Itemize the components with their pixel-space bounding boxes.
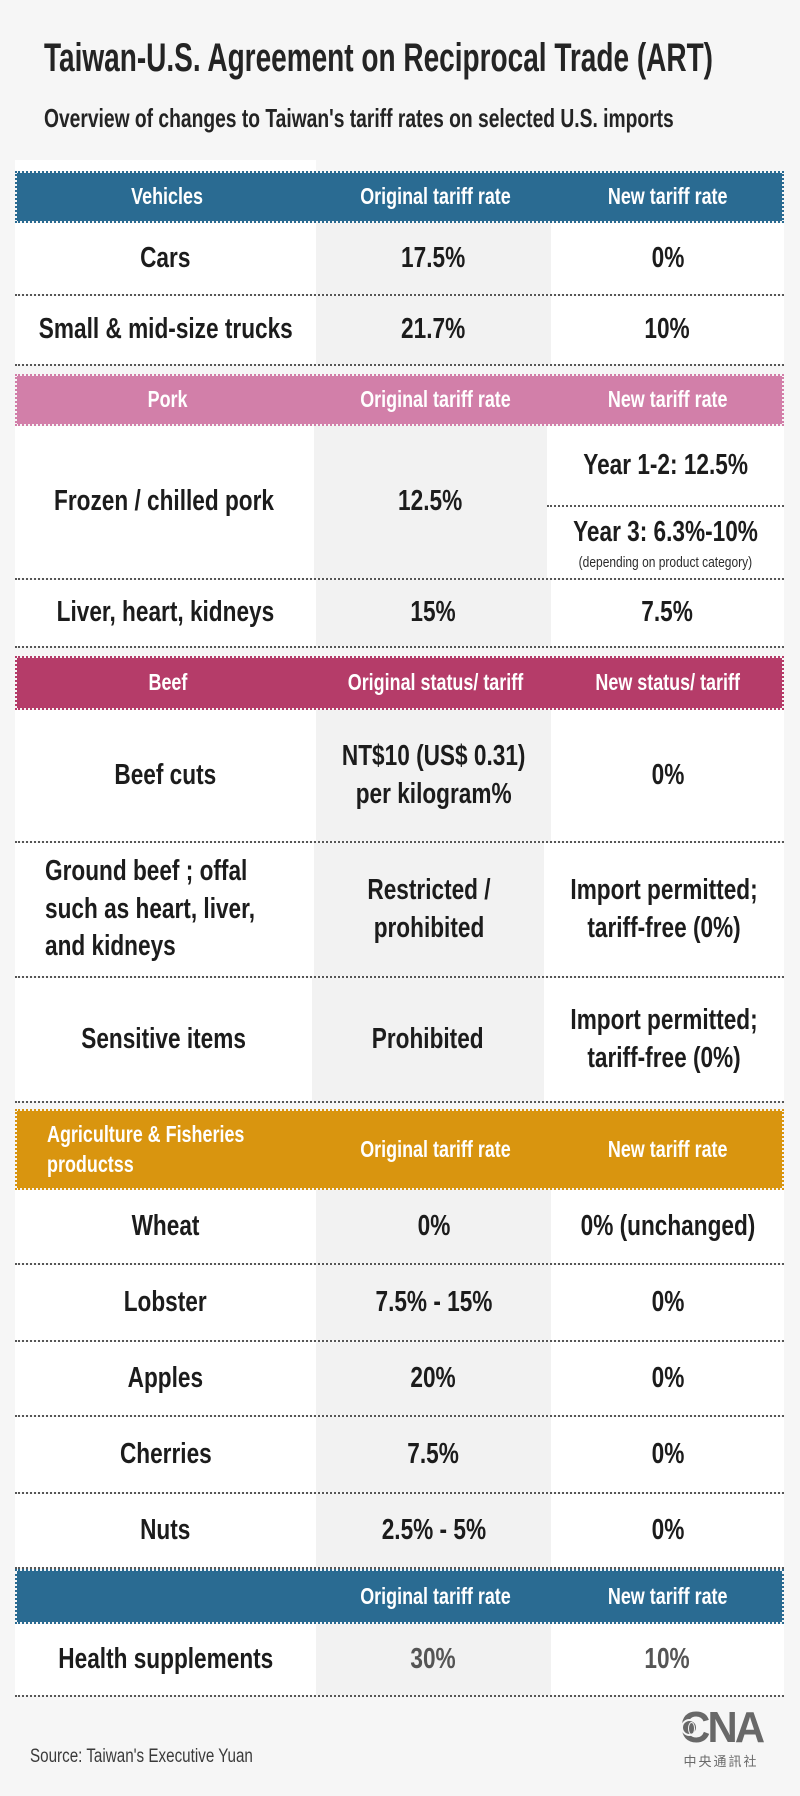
original-rate-cell: 12.5% (313, 426, 548, 578)
section-title: Pork (147, 386, 188, 413)
section-header-health: Original tariff rate New tariff rate (15, 1569, 784, 1624)
section-title-cell: Pork (17, 376, 318, 424)
cna-mark: CNA (678, 1706, 765, 1750)
item-cell: Liver, heart, kidneys (15, 580, 316, 646)
table-row: Small & mid-size trucks 21.7% 10% (15, 294, 784, 366)
original-rate-cell: 2.5% - 5% (316, 1494, 551, 1567)
column-header-new: New tariff rate (607, 1135, 728, 1162)
original-rate-cell: Restricted / prohibited (314, 843, 544, 976)
new-rate-cell: 0% (551, 710, 784, 841)
table-row: Cherries 7.5% 0% (15, 1415, 784, 1492)
new-rate-year1-2: Year 1-2: 12.5% (547, 426, 784, 507)
table-row: Apples 20% 0% (15, 1340, 784, 1415)
original-rate-cell: 21.7% (316, 296, 551, 364)
original-rate-cell: 15% (316, 580, 551, 646)
section-agriculture: Agriculture & Fisheries productss Origin… (15, 1109, 784, 1569)
item-cell: Cherries (15, 1417, 316, 1492)
new-rate-cell: 10% (551, 296, 784, 364)
original-rate-cell: Prohibited (312, 978, 544, 1101)
tariff-table: Vehicles Original tariff rate New tariff… (15, 160, 784, 1697)
table-row: Sensitive items Prohibited Import permit… (15, 976, 784, 1103)
original-rate-cell: 20% (316, 1342, 551, 1415)
rate-note: (depending on product category) (578, 554, 753, 572)
section-title: Agriculture & Fisheries productss (47, 1120, 245, 1177)
new-rate-cell-split: Year 1-2: 12.5% Year 3: 6.3%-10% (depend… (547, 426, 784, 578)
item-cell: Health supplements (15, 1624, 316, 1695)
section-title-cell: Beef (17, 658, 318, 708)
globe-icon (680, 1719, 698, 1736)
table-row: Lobster 7.5% - 15% 0% (15, 1263, 784, 1340)
original-rate-cell: 7.5% (316, 1417, 551, 1492)
new-rate-cell: 0% (551, 1265, 784, 1340)
section-header-pork: Pork Original tariff rate New tariff rat… (15, 374, 784, 426)
section-beef: Beef Original status/ tariff New status/… (15, 656, 784, 1103)
column-header-original: Original tariff rate (360, 1135, 511, 1162)
decor-strip (15, 160, 316, 171)
section-title-cell (17, 1571, 318, 1622)
table-row: Nuts 2.5% - 5% 0% (15, 1492, 784, 1569)
section-header-vehicles: Vehicles Original tariff rate New tariff… (15, 171, 784, 223)
column-header-new: New tariff rate (607, 1582, 728, 1609)
table-row: Frozen / chilled pork 12.5% Year 1-2: 12… (15, 426, 784, 578)
new-rate-cell: 0% (551, 223, 784, 294)
item-cell: Small & mid-size trucks (15, 296, 316, 364)
cna-chinese-name: 中央通訊社 (683, 1754, 759, 1769)
item-cell: Beef cuts (15, 710, 316, 841)
item-cell: Cars (15, 223, 316, 294)
new-rate-cell: 7.5% (551, 580, 784, 646)
page-subtitle: Overview of changes to Taiwan's tariff r… (44, 103, 674, 133)
item-cell: Sensitive items (15, 978, 313, 1101)
item-cell: Wheat (15, 1190, 316, 1263)
new-rate-cell: 0% (551, 1342, 784, 1415)
table-row: Beef cuts NT$10 (US$ 0.31) per kilogram%… (15, 710, 784, 841)
page-title: Taiwan-U.S. Agreement on Reciprocal Trad… (44, 36, 714, 80)
table-row: Cars 17.5% 0% (15, 223, 784, 294)
column-header-original: Original tariff rate (360, 183, 511, 210)
original-rate-cell: 0% (316, 1190, 551, 1263)
table-row: Wheat 0% 0% (unchanged) (15, 1190, 784, 1263)
item-cell: Nuts (15, 1494, 316, 1567)
column-header-new: New tariff rate (607, 386, 728, 413)
new-rate-cell: 10% (551, 1624, 784, 1695)
section-title-cell: Agriculture & Fisheries productss (17, 1111, 318, 1188)
section-header-agriculture: Agriculture & Fisheries productss Origin… (15, 1109, 784, 1190)
item-cell: Ground beef ; offal such as heart, liver… (15, 843, 315, 976)
new-rate-cell: 0% (unchanged) (551, 1190, 784, 1263)
column-header-original: Original tariff rate (360, 386, 511, 413)
original-rate-cell: 7.5% - 15% (316, 1265, 551, 1340)
table-row: Ground beef ; offal such as heart, liver… (15, 841, 784, 976)
original-rate-cell: 30% (316, 1624, 551, 1695)
column-header-new: New status/ tariff (595, 669, 740, 696)
cna-logo: CNA 中央通訊社 (666, 1706, 776, 1770)
original-rate-cell: NT$10 (US$ 0.31) per kilogram% (316, 710, 551, 841)
section-vehicles: Vehicles Original tariff rate New tariff… (15, 171, 784, 366)
section-health-supplements: Original tariff rate New tariff rate Hea… (15, 1569, 784, 1697)
section-header-beef: Beef Original status/ tariff New status/… (15, 656, 784, 710)
section-title: Beef (148, 669, 187, 696)
section-title-cell: Vehicles (17, 173, 318, 221)
item-cell: Apples (15, 1342, 316, 1415)
table-row: Health supplements 30% 10% (15, 1624, 784, 1697)
new-rate-cell: 0% (551, 1494, 784, 1567)
item-cell: Frozen / chilled pork (15, 426, 314, 578)
new-rate-cell: Import permitted; tariff-free (0%) (543, 843, 784, 976)
new-rate-cell: 0% (551, 1417, 784, 1492)
column-header-original: Original tariff rate (360, 1582, 511, 1609)
column-header-original: Original status/ tariff (347, 669, 524, 696)
original-rate-cell: 17.5% (316, 223, 551, 294)
table-row: Liver, heart, kidneys 15% 7.5% (15, 578, 784, 648)
section-pork: Pork Original tariff rate New tariff rat… (15, 374, 784, 648)
new-rate-cell: Import permitted; tariff-free (0%) (543, 978, 784, 1101)
source-credit: Source: Taiwan's Executive Yuan (30, 1746, 253, 1767)
section-title: Vehicles (131, 183, 204, 210)
column-header-new: New tariff rate (607, 183, 728, 210)
item-cell: Lobster (15, 1265, 316, 1340)
new-rate-year3: Year 3: 6.3%-10% (depending on product c… (573, 515, 758, 572)
